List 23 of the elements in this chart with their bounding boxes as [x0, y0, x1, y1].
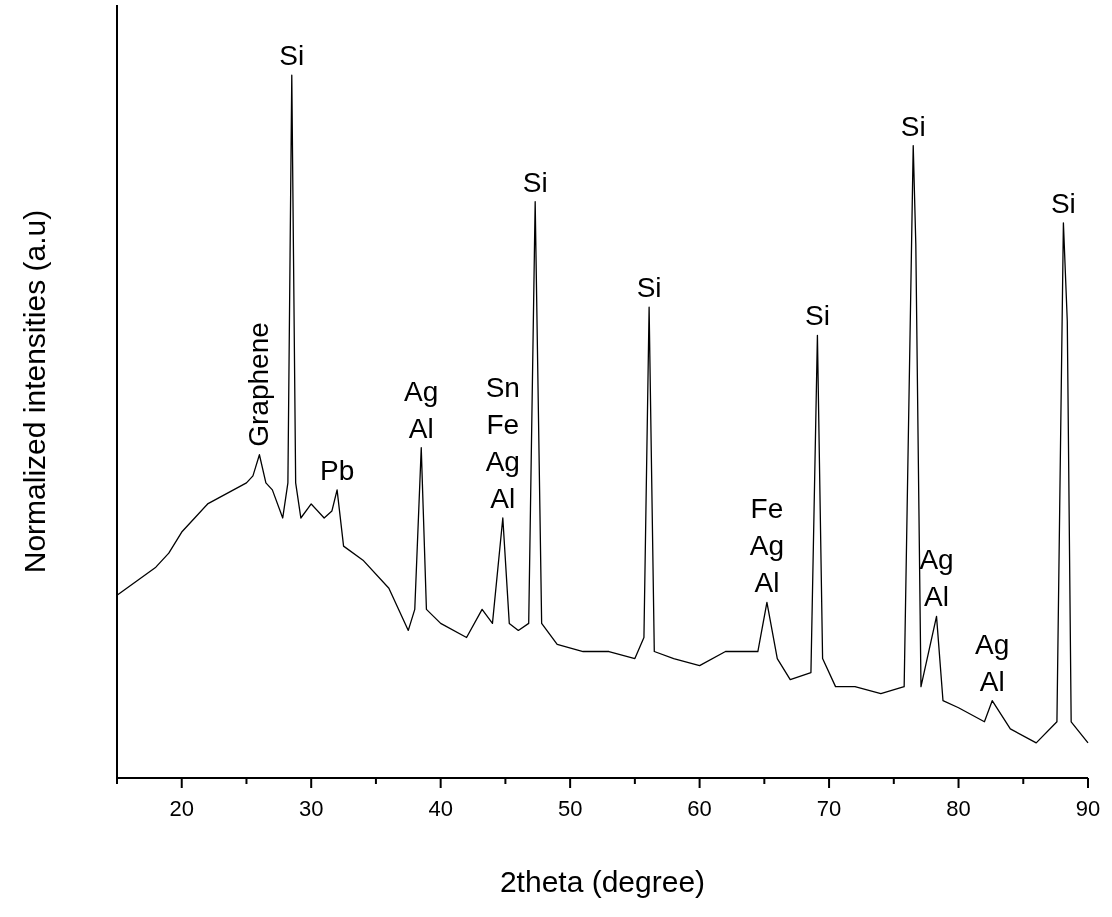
annotation: Pb [319, 454, 355, 486]
annotation: Si [1050, 187, 1076, 219]
x-tick-label: 70 [816, 796, 842, 821]
annotation: Si [804, 300, 830, 332]
annotation: Si [636, 272, 662, 304]
y-axis-title: Normalized intensities (a.u) [18, 209, 51, 574]
x-axis-title: 2theta (degree) [499, 865, 706, 898]
x-tick-label: 50 [557, 796, 583, 821]
annotation: Fe Ag Al [749, 493, 785, 599]
x-tick-label: 40 [428, 796, 453, 821]
annotation: Ag Al [919, 544, 954, 613]
annotation: Si [900, 110, 926, 142]
annotation: Ag Al [404, 375, 439, 444]
x-tick-label: 20 [169, 796, 194, 821]
annotation: Graphene [243, 322, 275, 447]
x-tick-label: 30 [298, 796, 324, 821]
x-tick-label: 60 [687, 796, 712, 821]
annotation: Si [279, 40, 305, 72]
annotation: Ag Al [975, 628, 1010, 697]
annotation: Si [522, 166, 548, 198]
x-tick-label: 90 [1075, 796, 1101, 821]
x-tick-label: 80 [946, 796, 971, 821]
annotation: Sn Fe Ag Al [485, 371, 520, 514]
